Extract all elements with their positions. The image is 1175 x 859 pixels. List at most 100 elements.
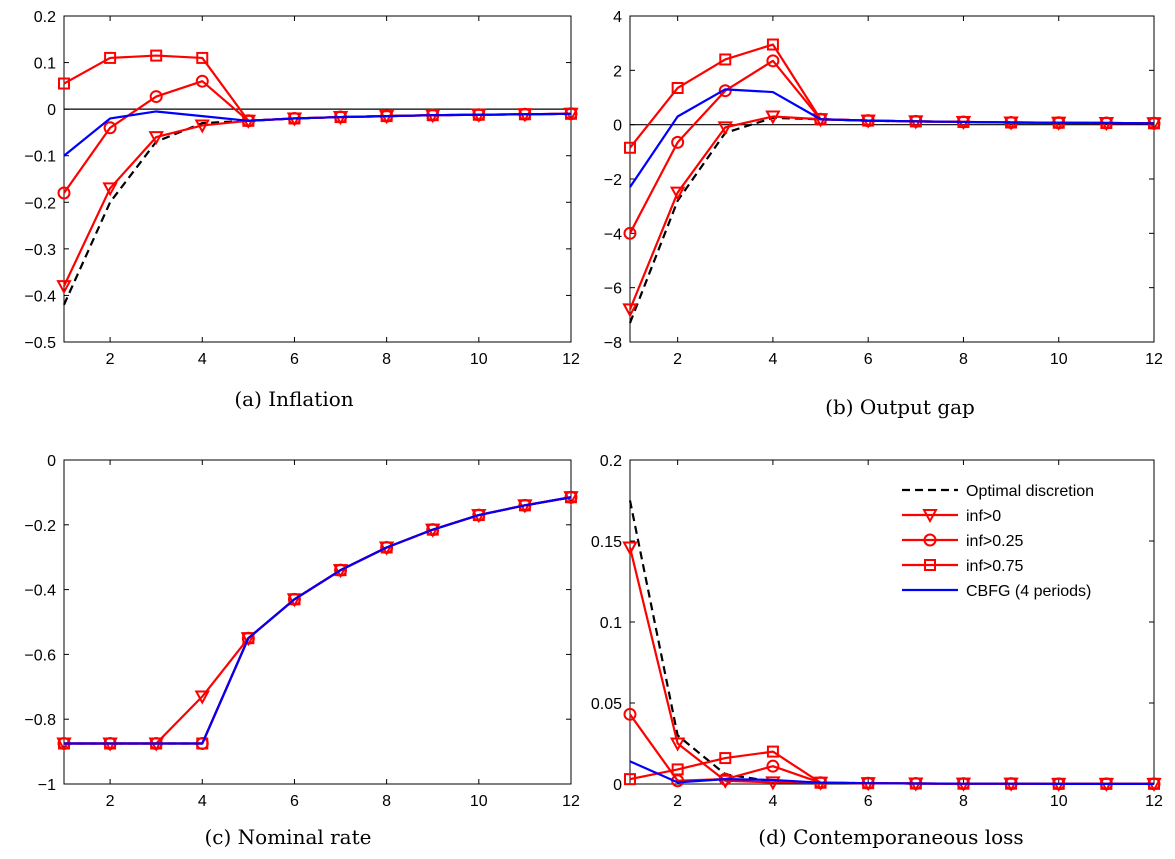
series-1	[622, 110, 1162, 318]
series-2	[57, 74, 578, 200]
legend-label: Optimal discretion	[966, 483, 1094, 500]
plot-frame	[63, 459, 572, 785]
series-4	[629, 88, 1155, 188]
legend-label: inf>0	[966, 508, 1001, 525]
legend-label: CBFG (4 periods)	[966, 583, 1091, 600]
y-tick-label: 4	[613, 9, 622, 26]
series-3	[624, 38, 1160, 154]
data-point	[334, 564, 347, 577]
plot-frame	[63, 15, 572, 343]
y-tick-label: 0	[613, 118, 622, 135]
data-point	[195, 74, 209, 88]
series-line	[629, 59, 1155, 234]
x-tick-label: 12	[562, 351, 580, 368]
panel-output-gap: 2 4 6 8 10 12 −8 −6 −4 −2 0 2 4 (b) Output gap	[604, 9, 1163, 419]
legend-label: inf>0.25	[966, 533, 1023, 550]
data-point	[104, 51, 117, 64]
legend-marker	[924, 559, 936, 571]
data-point	[765, 110, 781, 125]
y-tick-label: −8	[604, 335, 622, 352]
x-tick-label: 8	[959, 351, 968, 368]
series-line	[64, 496, 572, 745]
y-tick-label: −0.4	[24, 288, 56, 305]
legend-entry: inf>0.25	[902, 533, 1023, 550]
series-line	[629, 43, 1155, 149]
data-point	[624, 141, 636, 154]
x-tick-label: 6	[864, 351, 873, 368]
y-tick-label: 0	[613, 777, 622, 794]
series-line	[63, 54, 572, 122]
panel-caption: (c) Nominal rate	[205, 825, 372, 849]
data-point	[623, 226, 637, 240]
x-tick-label: 4	[768, 351, 777, 368]
x-tick-label: 8	[382, 351, 391, 368]
data-point	[196, 51, 209, 64]
y-tick-label: 0.15	[591, 534, 622, 551]
data-point	[622, 541, 638, 556]
data-point	[719, 53, 732, 66]
series-line	[64, 496, 572, 745]
data-point	[288, 593, 301, 606]
y-tick-label: −4	[604, 226, 622, 243]
legend-marker	[922, 509, 938, 524]
data-point	[669, 186, 686, 201]
series-line	[64, 496, 572, 745]
plot-frame	[629, 459, 1155, 785]
series-2	[623, 54, 1161, 240]
series-4	[629, 760, 1154, 785]
series-line	[629, 760, 1154, 785]
data-point	[149, 90, 163, 104]
y-tick-label: −0.1	[24, 149, 56, 166]
x-tick-label: 6	[290, 351, 299, 368]
data-point	[426, 523, 439, 536]
data-point	[622, 303, 638, 318]
x-tick-label: 6	[290, 793, 299, 810]
data-point	[242, 632, 255, 645]
x-tick-label: 8	[382, 793, 391, 810]
series-2	[623, 707, 1161, 791]
x-tick-label: 10	[470, 351, 488, 368]
x-tick-label: 4	[198, 793, 207, 810]
x-tick-label: 6	[864, 793, 873, 810]
series-0	[64, 496, 572, 745]
series-3	[58, 491, 577, 750]
data-point	[671, 135, 685, 149]
panel-contemporaneous-loss: 2 4 6 8 10 12 0 0.05 0.1 0.15 0.2 (d) Contemporaneo…	[591, 453, 1163, 849]
panel-caption: (d) Contemporaneous loss	[758, 825, 1023, 849]
y-tick-label: −0.5	[24, 335, 56, 352]
data-point	[102, 182, 118, 197]
x-tick-label: 12	[562, 793, 580, 810]
data-point	[103, 121, 117, 135]
legend-label: inf>0.75	[966, 558, 1023, 575]
data-point	[719, 752, 732, 765]
data-point	[56, 280, 72, 295]
y-tick-label: −0.4	[24, 583, 56, 600]
x-tick-label: 10	[1050, 793, 1068, 810]
data-point	[766, 745, 779, 758]
y-tick-label: −1	[38, 777, 56, 794]
data-point	[624, 773, 636, 786]
y-tick-label: 0.05	[591, 696, 622, 713]
x-tick-label: 2	[673, 793, 682, 810]
legend: Optimal discretion inf>0 inf>0.25 inf>0.75 C…	[902, 483, 1094, 600]
data-point	[717, 121, 733, 136]
data-point	[766, 54, 780, 68]
x-tick-label: 10	[1050, 351, 1068, 368]
series-line	[63, 112, 572, 287]
data-point	[623, 707, 637, 721]
series-line	[62, 112, 572, 306]
legend-marker	[923, 533, 937, 547]
series-0	[62, 112, 572, 306]
series-line	[628, 500, 1154, 785]
y-tick-label: 0.2	[600, 453, 622, 470]
y-tick-label: −0.6	[24, 647, 56, 664]
x-tick-label: 4	[768, 793, 777, 810]
y-tick-label: −0.8	[24, 712, 56, 729]
panel-inflation: 2 4 6 8 10 12 −0.5 −0.4 −0.3 −0.2 −0.1 0 0.1 0.2 (a) I…	[24, 9, 580, 411]
x-tick-label: 2	[673, 351, 682, 368]
y-tick-label: 0	[47, 453, 56, 470]
series-line	[628, 115, 1155, 310]
y-tick-label: −2	[604, 172, 622, 189]
data-point	[148, 131, 164, 146]
